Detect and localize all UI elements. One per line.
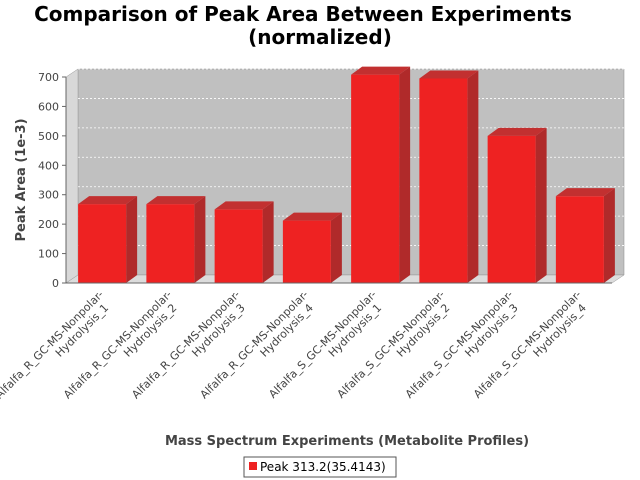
y-tick-label: 600: [38, 100, 59, 113]
y-tick-label: 400: [38, 159, 59, 172]
chart-title-line-2: (normalized): [248, 25, 392, 49]
bar-top: [555, 188, 615, 197]
bar-top: [282, 212, 342, 221]
bar-top: [146, 196, 206, 205]
bar-side: [399, 66, 411, 283]
legend: Peak 313.2(35.4143): [243, 456, 397, 478]
bar: [282, 212, 342, 283]
legend-series-label: Peak 313.2(35.4143): [260, 460, 386, 474]
plot-side-wall: [65, 68, 79, 284]
bar-side: [535, 127, 547, 283]
y-tick-label: 300: [38, 189, 59, 202]
x-axis: Alfalfa_R_GC-MS-Nonpolar-Hydrolysis_1Alf…: [0, 282, 612, 411]
bar: [555, 188, 615, 283]
chart-title-line-1: Comparison of Peak Area Between Experime…: [34, 2, 572, 26]
bar-side: [194, 196, 206, 283]
bar: [146, 196, 206, 283]
bar-top: [78, 196, 138, 205]
y-tick-label: 500: [38, 130, 59, 143]
bar: [78, 196, 138, 283]
bar-side: [262, 201, 274, 283]
bar: [487, 127, 547, 283]
bar-side: [126, 196, 138, 283]
bar-side: [330, 212, 342, 283]
y-tick-label: 700: [38, 71, 59, 84]
legend-swatch: [249, 462, 257, 470]
bar-front: [419, 78, 468, 283]
bar-top: [419, 70, 479, 79]
grid-lines: [78, 68, 624, 246]
y-tick-label: 200: [38, 218, 59, 231]
bar-front: [78, 204, 127, 283]
bar: [351, 66, 411, 283]
bar: [214, 201, 274, 283]
y-tick-label: 100: [38, 248, 59, 261]
bar-side: [603, 188, 615, 283]
legend-box: [243, 456, 397, 478]
bar-top: [351, 66, 411, 75]
bar-front: [555, 196, 604, 283]
bar-front: [282, 220, 331, 283]
x-axis-label: Mass Spectrum Experiments (Metabolite Pr…: [165, 434, 529, 449]
bar-front: [214, 209, 263, 283]
y-axis: 0 100 200 300 400 500 600 700: [38, 71, 67, 290]
x-tick-label: Alfalfa_R_GC-MS-Nonpolar-Hydrolysis_1: [0, 288, 115, 411]
bar-front: [146, 204, 195, 283]
bars: [78, 66, 615, 283]
y-tick-label: 0: [52, 277, 59, 290]
bar-top: [487, 127, 547, 136]
bar: [419, 70, 479, 283]
y-axis-label: Peak Area (1e-3): [14, 118, 29, 241]
bar-front: [351, 74, 400, 283]
bar-side: [467, 70, 479, 283]
bar-front: [487, 135, 536, 283]
bar-top: [214, 201, 274, 210]
